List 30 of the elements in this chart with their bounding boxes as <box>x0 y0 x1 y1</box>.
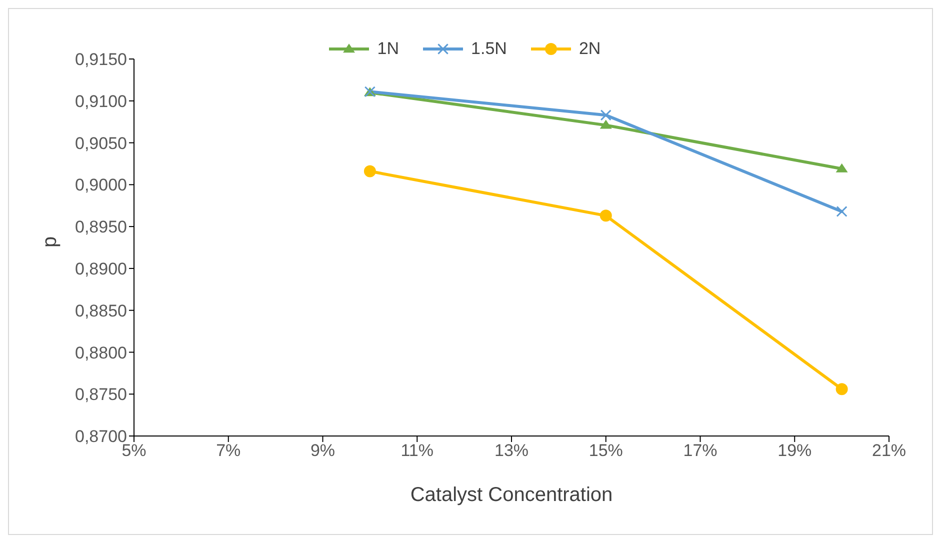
x-tick-label: 11% <box>400 441 434 460</box>
y-tick-label: 0,9100 <box>75 92 127 111</box>
y-tick-label: 0,8950 <box>75 218 127 237</box>
y-tick-label: 0,9050 <box>75 134 127 153</box>
x-tick-label: 19% <box>778 441 812 460</box>
x-tick-label: 21% <box>872 441 906 460</box>
x-axis-title: Catalyst Concentration <box>410 484 613 506</box>
point <box>836 206 848 218</box>
legend-label: 1N <box>376 39 400 59</box>
x-tick-label: 15% <box>588 441 623 460</box>
x-tick-label: 17% <box>683 441 718 460</box>
y-tick-label: 0,8750 <box>75 385 127 404</box>
legend-label: 2N <box>578 39 601 59</box>
legend-label: 1.5N <box>470 39 507 59</box>
point <box>836 163 848 172</box>
x-tick-label: 5% <box>122 441 146 460</box>
point <box>600 120 612 129</box>
point <box>836 383 848 396</box>
x-tick-label: 7% <box>216 441 241 460</box>
y-tick-label: 0,8800 <box>75 343 127 362</box>
point <box>600 110 612 121</box>
y-tick-label: 0,8850 <box>75 301 127 320</box>
x-tick-label: 9% <box>310 441 336 460</box>
point <box>364 165 376 178</box>
y-tick-label: 0,9150 <box>75 50 127 70</box>
x-tick-label: 13% <box>494 441 529 460</box>
y-tick-label: 0,9000 <box>75 176 127 195</box>
point <box>600 210 612 222</box>
y-tick-label: 0,8900 <box>75 259 127 278</box>
y-axis-title: p <box>39 236 62 248</box>
